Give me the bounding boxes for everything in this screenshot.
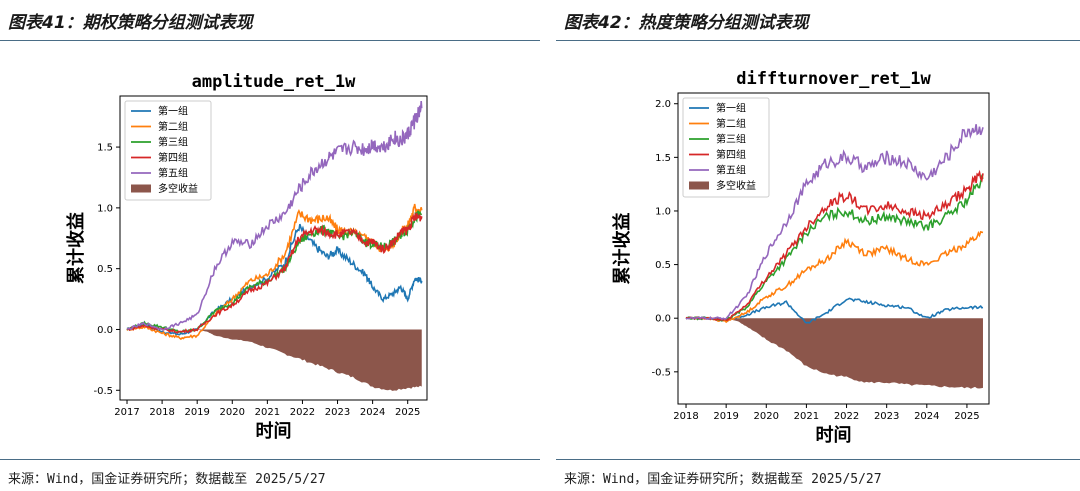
figure-title: 图表41：期权策略分组测试表现: [8, 13, 253, 33]
chart-title: diffturnover_ret_1w: [736, 69, 931, 89]
x-tick-label: 2018: [673, 411, 698, 422]
legend-label-3: 第三组: [716, 133, 746, 146]
y-tick-label: -0.5: [93, 386, 113, 397]
x-tick-label: 2019: [184, 407, 209, 418]
long-short-area: [127, 329, 422, 391]
y-tick-label: 1.5: [97, 143, 113, 154]
x-tick-label: 2025: [395, 407, 420, 418]
chart-amplitude: amplitude_ret_1w -0.5 0.0 0.5 1.0 1.5 2017 2018…: [65, 72, 428, 442]
y-tick-label: 1.0: [97, 203, 113, 214]
x-tick-label: 2024: [914, 411, 939, 422]
plot-frame: [677, 92, 990, 405]
top-rule: [556, 40, 1080, 41]
y-axis-label: 累计收益: [65, 212, 87, 284]
bottom-rule: [556, 459, 1080, 460]
legend-label-3: 第三组: [158, 136, 188, 149]
top-rule: [0, 40, 540, 41]
y-tick-label: 0.0: [655, 314, 671, 325]
series-line-4: [685, 169, 984, 322]
legend-swatch-long-short: [131, 184, 151, 193]
y-tick-label: 2.0: [655, 99, 671, 110]
x-tick-label: 2021: [794, 411, 819, 422]
x-tick-label: 2021: [255, 407, 280, 418]
legend-swatch-long-short: [689, 181, 709, 190]
x-tick-label: 2025: [954, 411, 979, 422]
long-short-area: [686, 318, 983, 389]
legend-label-1: 第一组: [716, 102, 746, 115]
legend-label-long-short: 多空收益: [716, 179, 756, 192]
legend-label-5: 第五组: [716, 164, 746, 177]
legend-label-long-short: 多空收益: [158, 182, 198, 195]
x-tick-label: 2020: [220, 407, 245, 418]
series-line-4: [126, 212, 423, 334]
legend-label-1: 第一组: [158, 105, 188, 118]
panel-left: 图表41：期权策略分组测试表现 amplitude_ret_1w -0.5 0.0 0…: [0, 13, 540, 487]
y-tick-label: 0.5: [655, 260, 671, 271]
series-line-5: [685, 124, 984, 321]
chart-title: amplitude_ret_1w: [192, 72, 357, 92]
x-axis-label: 时间: [256, 421, 292, 442]
x-tick-label: 2022: [834, 411, 859, 422]
legend-label-4: 第四组: [158, 151, 188, 164]
series-line-1: [126, 223, 423, 336]
y-axis-label: 累计收益: [611, 213, 633, 285]
plot-frame: [119, 95, 428, 401]
x-tick-label: 2023: [874, 411, 899, 422]
x-tick-label: 2023: [325, 407, 350, 418]
x-tick-label: 2018: [149, 407, 174, 418]
x-tick-label: 2019: [713, 411, 738, 422]
source-note: 来源：Wind，国金证券研究所；数据截至 2025/5/27: [564, 472, 882, 487]
y-tick-label: 0.5: [97, 264, 113, 275]
figure-title: 图表42：热度策略分组测试表现: [564, 13, 809, 33]
x-tick-label: 2022: [290, 407, 315, 418]
chart-diffturnover: diffturnover_ret_1w -0.5 0.0 0.5 1.0 1.5 2.0 20…: [611, 69, 990, 446]
panel-right: 图表42：热度策略分组测试表现 diffturnover_ret_1w -0.5 0…: [556, 0, 1080, 491]
bottom-rule: [0, 459, 540, 460]
x-tick-label: 2017: [114, 407, 139, 418]
x-axis-label: 时间: [816, 425, 852, 446]
source-note: 来源：Wind，国金证券研究所；数据截至 2025/5/27: [8, 472, 326, 487]
legend-label-2: 第二组: [716, 117, 746, 130]
legend-label-4: 第四组: [716, 148, 746, 161]
y-tick-label: 0.0: [97, 325, 113, 336]
x-tick-label: 2024: [360, 407, 385, 418]
x-tick-label: 2020: [754, 411, 779, 422]
series-line-5: [126, 101, 423, 332]
y-tick-label: 1.5: [655, 153, 671, 164]
series-line-3: [685, 174, 984, 322]
legend-label-5: 第五组: [158, 167, 188, 180]
legend-label-2: 第二组: [158, 120, 188, 133]
y-tick-label: -0.5: [651, 367, 671, 378]
y-tick-label: 1.0: [655, 206, 671, 217]
series-line-2: [685, 230, 984, 324]
